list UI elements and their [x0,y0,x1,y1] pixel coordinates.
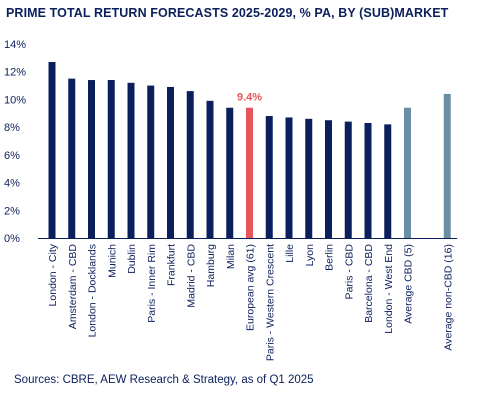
bar [246,107,253,238]
data-labels: 9.4% [237,92,262,104]
x-tick-label: Paris - Inner Rim [146,244,158,323]
x-tick-label: London - West End [383,244,395,334]
bar [127,82,135,238]
bar [344,121,352,238]
x-tick-label: Amsterdam - CBD [67,244,79,330]
x-tick-label: Lyon [304,244,316,267]
bar [265,116,273,238]
bars [48,62,451,239]
y-tick-label: 2% [4,205,20,217]
x-tick-label: Munich [106,244,118,278]
bar [305,118,313,238]
y-tick-label: 14% [4,39,26,51]
x-tick-label: Paris - Western Crescent [264,244,276,361]
bar [147,85,155,238]
chart-title: PRIME TOTAL RETURN FORECASTS 2025-2029, … [6,6,449,20]
bar [364,122,372,238]
x-tick-label: Milan [225,244,237,269]
bar [48,62,56,239]
x-tick-label: Barcelona - CBD [363,244,375,323]
bar [88,80,95,239]
x-axis: London - City Amsterdam - CBD London - Doc… [38,238,458,361]
x-tick-label: Paris - CBD [343,244,355,300]
bar [186,91,194,238]
x-tick-label: Average CBD (5) [403,244,415,324]
y-tick-label: 0% [4,233,20,245]
x-tick-label: Frankfurt [166,244,178,286]
x-tick-label: Dublin [126,244,138,274]
x-tick-label: Average non-CBD (16) [442,244,454,351]
bar [206,100,214,238]
bar [404,107,411,238]
y-tick-label: 8% [4,122,20,134]
bar [68,78,76,239]
bar [107,80,115,239]
x-tick-label: Berlin [324,244,336,271]
y-tick-label: 6% [4,150,20,162]
x-tick-label: London - Docklands [87,244,99,337]
y-tick-label: 12% [4,67,26,79]
y-tick-label: 4% [4,178,20,190]
x-tick-label: European avg (61) [245,244,257,331]
bar [384,124,392,238]
y-axis: 0% 2% 4% 6% 8% 10% 12% 14% [4,39,26,245]
x-tick-label: Lille [284,244,296,263]
x-tick-label: Madrid - CBD [185,244,197,308]
bar [167,86,174,238]
chart-source-note: Sources: CBRE, AEW Research & Strategy, … [14,374,314,386]
bar [325,120,332,238]
data-label: 9.4% [237,92,262,104]
y-tick-label: 10% [4,94,26,106]
bar [226,107,234,238]
x-tick-label: London - City [47,243,59,306]
bar [443,93,451,238]
bar [285,117,293,238]
x-tick-label: Hamburg [205,244,217,287]
